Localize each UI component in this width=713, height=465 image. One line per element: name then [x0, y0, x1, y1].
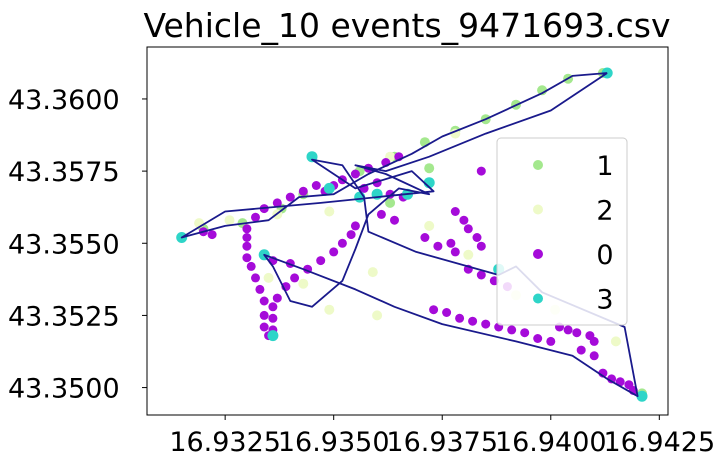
point-series-2: [263, 272, 274, 283]
point-series-0: [446, 238, 456, 248]
point-series-0: [390, 215, 399, 225]
point-series-0: [268, 313, 278, 323]
point-series-0: [311, 181, 321, 190]
point-series-0: [463, 224, 473, 234]
point-series-0: [420, 233, 430, 242]
point-series-2: [424, 220, 435, 231]
point-series-0: [316, 256, 326, 266]
point-series-0: [290, 273, 300, 283]
point-series-2: [610, 336, 621, 347]
point-series-0: [450, 207, 460, 216]
point-series-0: [563, 325, 573, 335]
y-tick-label: 43.3575: [8, 157, 120, 188]
chart-title: Vehicle_10 events_9471693.csv: [143, 6, 670, 45]
point-series-0: [476, 241, 486, 251]
legend-marker: [533, 249, 543, 259]
point-series-0: [251, 273, 260, 283]
point-series-1: [424, 163, 435, 174]
legend-marker: [533, 204, 543, 215]
point-series-0: [468, 316, 478, 326]
point-series-0: [450, 247, 460, 257]
y-tick-label: 43.3500: [8, 374, 120, 405]
point-series-0: [246, 261, 256, 271]
y-tick-label: 43.3525: [8, 301, 120, 332]
legend-label: 0: [596, 240, 613, 271]
point-series-0: [442, 308, 452, 317]
axes-frame: [146, 46, 669, 416]
point-series-2: [367, 267, 378, 278]
point-series-0: [272, 293, 282, 303]
point-series-0: [507, 325, 517, 335]
point-series-0: [298, 186, 308, 196]
point-series-0: [481, 319, 491, 329]
point-series-0: [589, 351, 599, 361]
point-series-0: [329, 247, 339, 257]
point-series-0: [533, 334, 543, 343]
y-axis: 43.3500 43.3525 43.3550 43.3575 43.3600: [8, 85, 147, 405]
point-series-0: [546, 336, 556, 346]
point-series-2: [298, 278, 309, 289]
plot-area: [176, 67, 648, 402]
point-series-0: [350, 169, 360, 179]
legend-label: 1: [596, 151, 613, 182]
point-series-1: [385, 197, 396, 208]
point-series-0: [589, 336, 599, 346]
point-series-0: [476, 166, 486, 176]
point-series-0: [576, 345, 586, 355]
point-series-0: [242, 241, 252, 251]
point-series-0: [459, 215, 469, 225]
point-series-0: [268, 302, 278, 312]
point-series-0: [251, 212, 260, 222]
point-series-3: [323, 182, 335, 194]
point-series-0: [242, 233, 252, 242]
point-series-0: [242, 253, 252, 263]
point-series-0: [476, 270, 486, 280]
point-series-0: [259, 322, 269, 332]
x-tick-label: 16.9375: [386, 427, 498, 458]
point-series-2: [324, 304, 335, 315]
point-series-2: [224, 215, 235, 226]
point-series-0: [472, 233, 482, 242]
point-series-0: [346, 230, 356, 240]
point-series-0: [242, 224, 252, 234]
point-series-0: [376, 209, 386, 219]
point-series-0: [350, 221, 360, 231]
point-series-0: [259, 310, 269, 320]
point-series-0: [285, 192, 295, 202]
x-tick-label: 16.9325: [169, 427, 281, 458]
legend-box: [496, 137, 628, 326]
legend-label: 2: [596, 196, 613, 227]
legend: 1 2 0 3: [496, 137, 628, 326]
point-series-0: [455, 313, 465, 323]
point-series-2: [324, 206, 335, 217]
point-series-0: [259, 296, 269, 306]
point-series-0: [429, 305, 439, 315]
point-series-0: [207, 230, 217, 240]
x-tick-label: 16.9425: [603, 427, 713, 458]
point-series-2: [463, 249, 474, 260]
y-tick-label: 43.3550: [8, 229, 120, 260]
y-tick-label: 43.3600: [8, 85, 120, 116]
series-0: [198, 152, 638, 395]
legend-marker: [533, 293, 543, 304]
legend-marker: [533, 160, 543, 170]
x-tick-label: 16.9350: [278, 427, 390, 458]
point-series-0: [433, 241, 443, 251]
point-series-3: [267, 330, 279, 342]
point-series-0: [255, 284, 265, 294]
x-tick-label: 16.9400: [495, 427, 607, 458]
point-series-2: [372, 310, 383, 321]
point-series-0: [572, 328, 582, 338]
point-series-0: [520, 328, 530, 338]
legend-label: 3: [596, 285, 613, 316]
point-series-0: [337, 238, 347, 248]
point-series-0: [272, 198, 282, 208]
point-series-3: [636, 390, 648, 402]
